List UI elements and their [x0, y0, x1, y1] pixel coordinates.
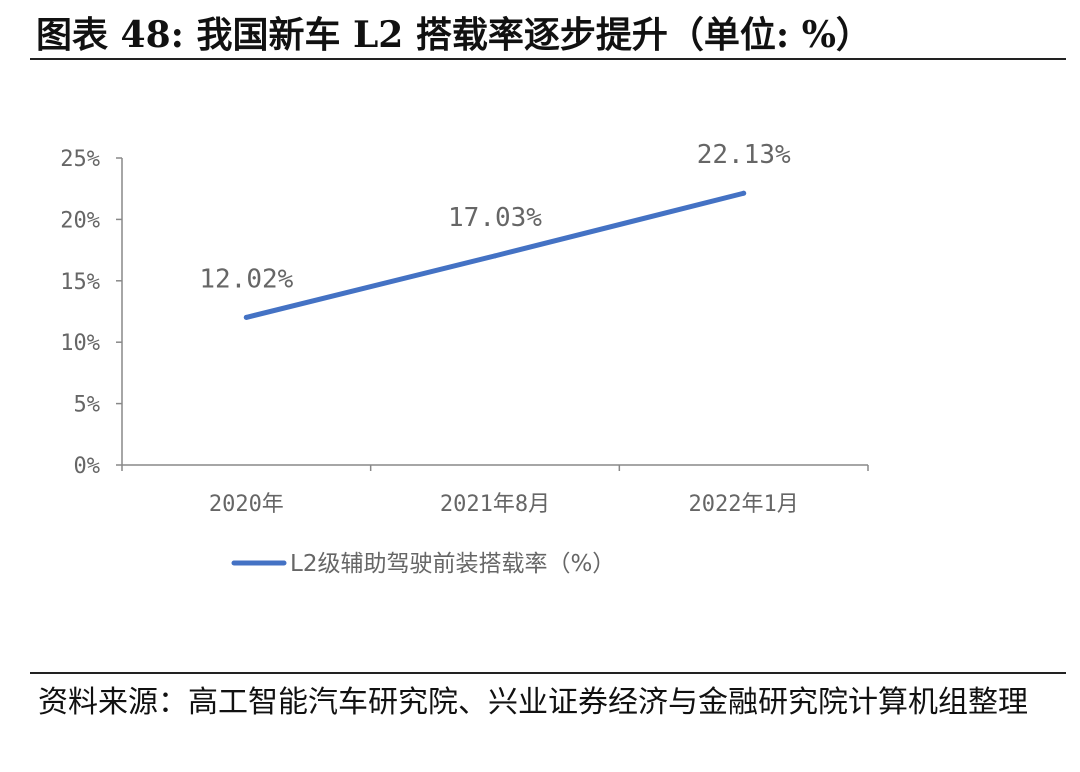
title-rule — [30, 58, 1066, 60]
y-axis: 0% 5% 10% 15% 20% 25% — [60, 147, 123, 479]
y-tick-label: 20% — [60, 208, 100, 233]
y-tick-label: 15% — [60, 270, 100, 295]
y-tick-label: 25% — [60, 147, 100, 172]
y-tick-label: 5% — [74, 393, 101, 418]
figure-title: 图表 48: 我国新车 L2 搭载率逐步提升（单位: %） — [36, 14, 872, 56]
data-point — [243, 314, 249, 320]
source-note: 资料来源：高工智能汽车研究院、兴业证券经济与金融研究院计算机组整理 — [38, 685, 1028, 720]
y-tick-label: 0% — [74, 454, 101, 479]
y-tick-label: 10% — [60, 331, 100, 356]
x-tick-label: 2021年8月 — [440, 492, 550, 517]
x-tick-label: 2022年1月 — [689, 492, 799, 517]
x-tick-label: 2020年 — [209, 492, 284, 517]
data-label: 22.13% — [697, 140, 791, 170]
legend: L2级辅助驾驶前装搭载率（%） — [231, 551, 615, 577]
plot-area: 12.02% 17.03% 22.13% — [199, 140, 791, 320]
line-chart: 0% 5% 10% 15% 20% 25% 2020年 2021年8月 2022年1月 12.… — [60, 140, 869, 577]
data-label: 12.02% — [199, 264, 293, 294]
source-rule — [30, 672, 1066, 674]
legend-label: L2级辅助驾驶前装搭载率（%） — [290, 551, 615, 577]
data-point — [741, 190, 747, 196]
x-axis: 2020年 2021年8月 2022年1月 — [121, 464, 869, 517]
data-label: 17.03% — [448, 203, 542, 233]
data-point — [492, 253, 498, 259]
